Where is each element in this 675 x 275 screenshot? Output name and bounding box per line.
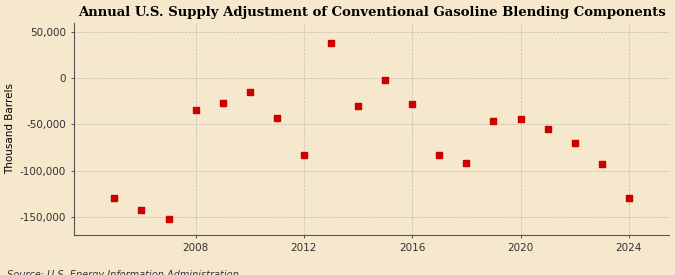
Point xyxy=(136,208,147,213)
Point xyxy=(163,216,174,221)
Point xyxy=(624,196,634,200)
Point xyxy=(190,108,201,112)
Point xyxy=(352,104,363,108)
Point xyxy=(542,127,553,131)
Point xyxy=(217,101,228,105)
Text: Source: U.S. Energy Information Administration: Source: U.S. Energy Information Administ… xyxy=(7,271,238,275)
Y-axis label: Thousand Barrels: Thousand Barrels xyxy=(5,83,16,174)
Point xyxy=(569,141,580,145)
Point xyxy=(244,90,255,94)
Point xyxy=(596,162,607,166)
Point xyxy=(434,153,445,157)
Point xyxy=(298,153,309,157)
Point xyxy=(109,196,119,200)
Title: Annual U.S. Supply Adjustment of Conventional Gasoline Blending Components: Annual U.S. Supply Adjustment of Convent… xyxy=(78,6,666,18)
Point xyxy=(380,78,391,82)
Point xyxy=(461,161,472,165)
Point xyxy=(515,117,526,121)
Point xyxy=(407,102,418,106)
Point xyxy=(271,116,282,120)
Point xyxy=(488,118,499,123)
Point xyxy=(325,41,336,45)
